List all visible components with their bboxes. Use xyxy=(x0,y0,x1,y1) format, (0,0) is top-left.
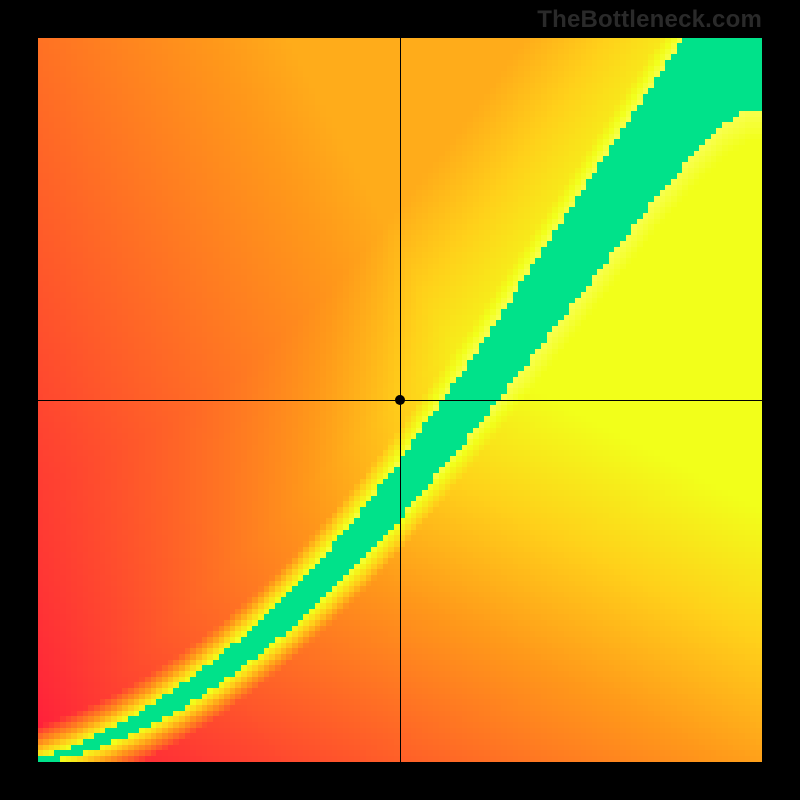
heatmap-canvas xyxy=(38,38,762,762)
watermark-text: TheBottleneck.com xyxy=(537,6,762,34)
page-root: TheBottleneck.com xyxy=(0,0,800,800)
plot-container xyxy=(38,38,762,762)
